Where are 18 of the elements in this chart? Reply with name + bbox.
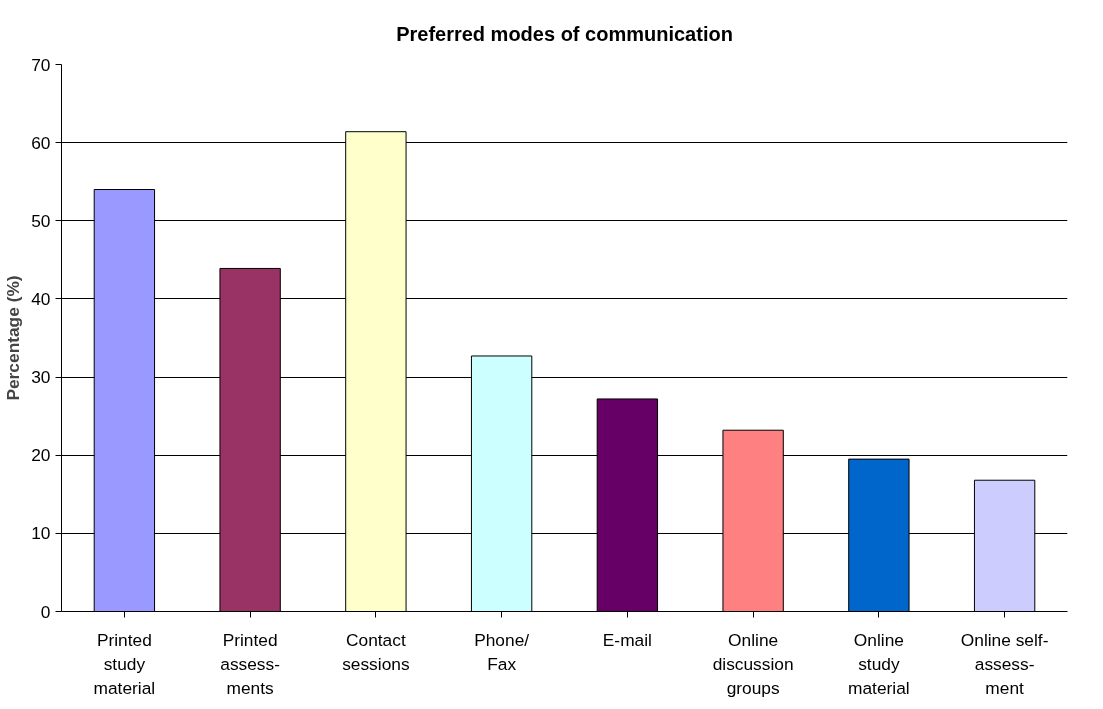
- x-tick-label: Printed assess- ments: [220, 629, 280, 698]
- x-tick-label: Printed study material: [93, 629, 156, 698]
- y-tick-label: 60: [31, 132, 51, 153]
- y-tick-label: 70: [31, 54, 51, 75]
- x-tick-label: Online study material: [848, 629, 910, 698]
- x-tick-label: E-mail: [602, 629, 652, 650]
- y-tick-label: 40: [31, 288, 51, 309]
- y-tick-label: 30: [31, 367, 51, 388]
- y-axis-title: Percentage (%): [3, 275, 24, 401]
- y-tick-label: 20: [31, 445, 51, 466]
- x-tick-label: Contact sessions: [342, 629, 410, 674]
- y-tick-label: 10: [31, 523, 51, 544]
- y-tick-label: 50: [31, 210, 51, 231]
- x-tick-label: Online self- assess- ment: [960, 629, 1049, 698]
- x-tick-label: Phone/ Fax: [474, 629, 530, 674]
- x-tick-label: Online discussion groups: [712, 629, 794, 698]
- chart-title: Preferred modes of communication: [396, 22, 733, 45]
- y-tick-label: 0: [40, 601, 51, 622]
